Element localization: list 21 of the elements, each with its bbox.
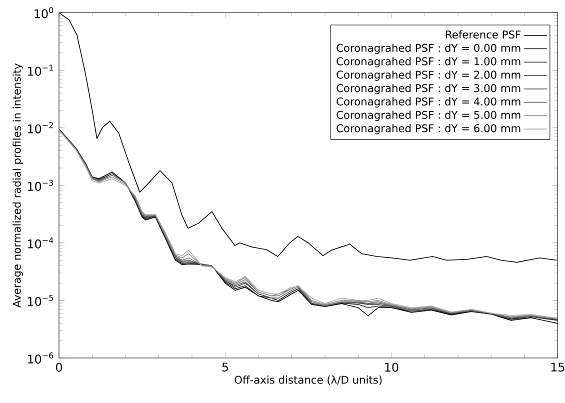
legend-label: Coronagrahed PSF : dY = 3.00 mm — [336, 84, 520, 94]
legend-label: Coronagrahed PSF : dY = 6.00 mm — [336, 124, 520, 134]
y-tick-label: 10$^{−4}$ — [28, 237, 54, 248]
y-tick-label: 10$^{−3}$ — [28, 180, 54, 191]
legend-label: Coronagrahed PSF : dY = 0.00 mm — [336, 44, 520, 54]
y-tick-label: 10$^{0}$ — [34, 7, 54, 18]
x-axis-title: Off-axis distance (λ/D units) — [234, 376, 382, 386]
y-tick-label: 10$^{−2}$ — [28, 122, 53, 134]
legend-label: Coronagrahed PSF : dY = 4.00 mm — [336, 97, 520, 108]
x-tick-label: 5 — [222, 362, 228, 372]
legend-label: Reference PSF — [446, 30, 521, 39]
y-tick-label: 10$^{−6}$ — [28, 352, 54, 364]
x-tick-label: 10 — [385, 362, 398, 372]
y-axis-title: Average normalized radial profiles in intensity — [12, 63, 23, 308]
x-tick-label: 15 — [551, 362, 564, 372]
x-tick-label: 0 — [56, 362, 62, 372]
y-tick-label: 10$^{−5}$ — [28, 294, 53, 306]
legend-label: Coronagrahed PSF : dY = 2.00 mm — [336, 70, 520, 81]
legend-label: Coronagrahed PSF : dY = 5.00 mm — [336, 110, 520, 121]
y-tick-label: 10$^{−1}$ — [28, 64, 53, 76]
legend-label: Coronagrahed PSF : dY = 1.00 mm — [336, 57, 520, 68]
